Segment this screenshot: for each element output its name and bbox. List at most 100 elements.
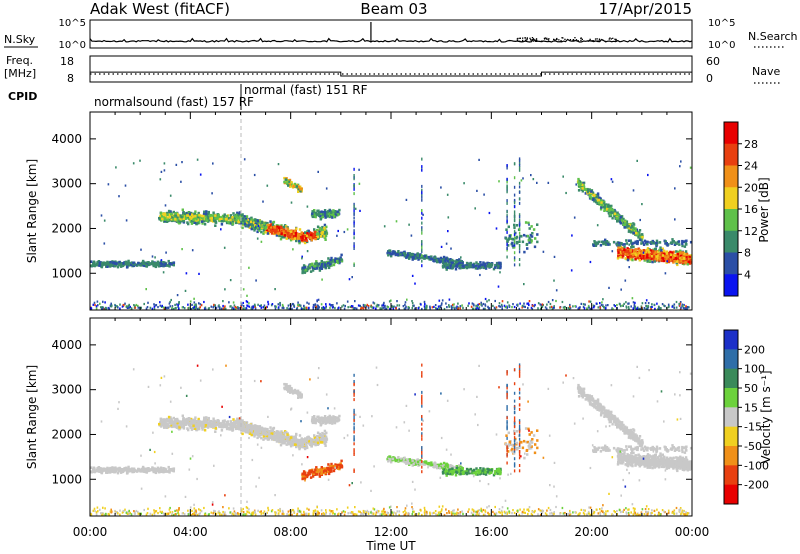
data-cell [441,266,445,269]
data-cell [364,304,366,307]
data-cell [630,305,632,308]
data-cell [631,242,634,245]
data-cell [240,305,242,308]
data-cell [320,210,323,213]
data-cell [151,468,154,472]
data-cell [474,267,478,270]
data-cell [437,257,440,261]
data-cell [296,183,300,187]
data-cell [96,262,99,265]
data-cell [311,212,314,216]
data-cell [597,306,600,309]
data-cell [486,265,489,268]
data-cell [481,263,484,267]
data-cell [675,260,679,263]
data-cell [224,288,226,291]
data-cell [323,307,326,310]
data-cell [305,306,308,309]
data-cell [96,468,99,471]
data-cell [412,256,415,260]
data-cell [603,208,607,212]
data-cell [312,306,315,309]
data-cell [685,305,687,308]
data-cell [675,261,678,265]
data-cell [623,302,625,305]
data-cell [446,259,449,263]
data-cell [151,262,154,266]
data-cell [651,241,654,245]
data-cell [651,260,654,264]
data-cell [607,211,611,214]
data-cell [679,261,682,264]
data-cell [294,232,298,235]
data-cell [302,234,305,238]
data-cell [358,168,360,171]
data-cell [366,303,369,306]
data-cell [688,255,691,259]
data-cell [421,193,423,197]
data-cell [94,263,97,267]
data-cell [412,304,414,307]
noise-search-dot [610,38,612,40]
data-cell [409,253,412,257]
data-cell [282,225,286,229]
data-cell [98,467,101,470]
data-cell [353,202,355,206]
data-cell [616,211,619,215]
data-cell [450,258,454,262]
data-cell [319,234,323,238]
data-cell [684,250,688,253]
data-cell [132,162,135,165]
data-cell [231,306,234,309]
data-cell [168,302,171,305]
data-cell [669,253,673,257]
data-cell [501,300,504,303]
data-cell [439,305,442,308]
data-cell [325,303,327,306]
data-cell [527,306,529,310]
data-cell [160,264,163,267]
data-cell [528,241,531,244]
data-cell [129,305,131,308]
data-cell [308,306,310,309]
power-data-cells [90,157,693,311]
data-cell [317,212,321,215]
data-cell [264,221,267,225]
data-cell [115,468,118,471]
data-cell [101,469,104,473]
data-cell [200,304,203,307]
data-cell [685,258,688,261]
data-cell [333,211,336,215]
data-cell [619,255,622,259]
data-cell [172,467,176,470]
data-cell [153,468,156,471]
data-cell [262,227,265,230]
data-cell [325,305,327,308]
data-cell [645,250,648,254]
data-cell [219,217,223,221]
noise-search-dot [531,37,534,39]
data-cell [233,219,236,223]
data-cell [455,307,458,310]
data-cell [289,238,293,242]
data-cell [513,185,516,189]
data-cell [320,231,323,235]
data-cell [148,468,152,472]
data-cell [414,307,416,311]
data-cell [270,226,274,229]
data-cell [353,231,355,235]
data-cell [103,263,107,266]
data-cell [396,253,399,256]
data-cell [508,234,511,238]
data-cell [159,466,163,470]
data-cell [211,420,214,423]
data-cell [313,228,316,231]
data-cell [159,215,162,218]
data-cell [483,262,487,266]
data-cell [125,263,128,266]
data-cell [220,223,224,226]
data-cell [316,228,319,232]
freq-step-line [90,71,692,77]
data-cell [627,305,630,309]
data-cell [623,248,626,252]
